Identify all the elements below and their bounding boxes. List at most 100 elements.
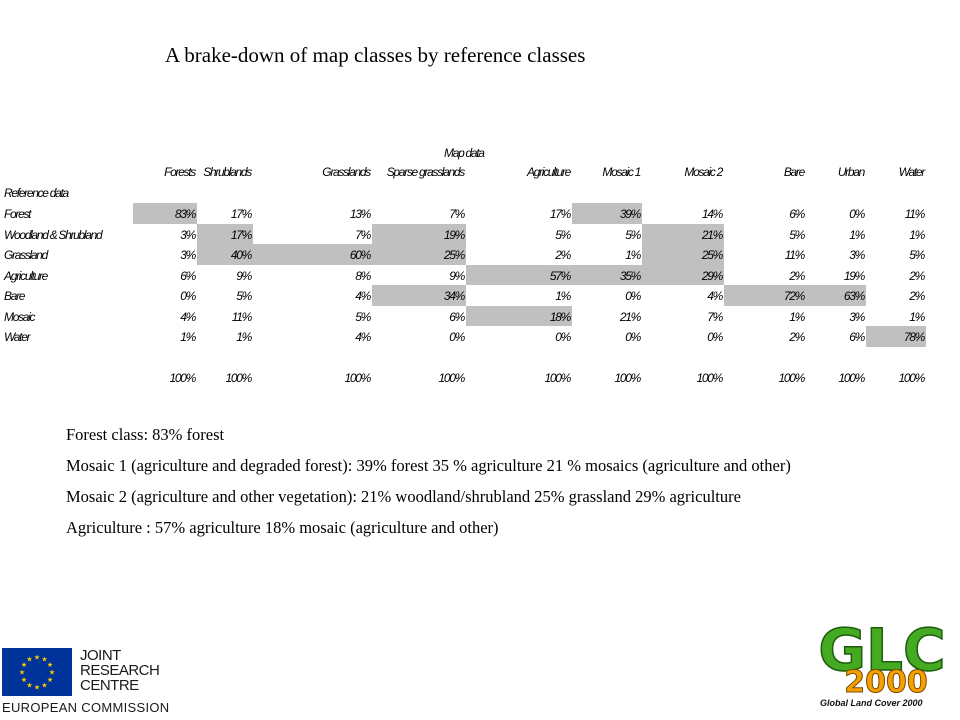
table-cell: 21% <box>701 227 723 242</box>
column-header: Grasslands <box>322 165 371 179</box>
row-label: Bare <box>4 289 25 303</box>
column-header: Bare <box>783 165 805 179</box>
star-icon: ★ <box>21 676 27 684</box>
star-icon: ★ <box>41 656 47 664</box>
column-header: Shrublands <box>203 165 252 179</box>
table-cell: 83% <box>174 207 196 221</box>
table-cell: 0% <box>707 330 723 344</box>
table-cell: 2% <box>555 248 571 262</box>
table-cell: 2% <box>909 268 925 283</box>
column-header: Sparse grasslands <box>386 165 466 179</box>
total-cell: 100% <box>225 371 253 385</box>
highlight-cell <box>372 285 466 306</box>
table-cell: 60% <box>349 248 371 262</box>
highlight-cell <box>197 244 253 265</box>
highlight-cell <box>133 203 197 224</box>
table-cell: 35% <box>619 268 641 283</box>
star-icon: ★ <box>47 676 53 684</box>
table-cell: 17% <box>549 207 571 221</box>
highlight-cell <box>642 264 724 285</box>
highlight-cell <box>197 223 253 244</box>
highlight-cell <box>806 285 866 306</box>
table-cell: 1% <box>909 227 925 242</box>
star-icon: ★ <box>34 654 40 662</box>
column-header: Forests <box>164 165 196 179</box>
table-cell: 63% <box>843 289 865 303</box>
star-icon: ★ <box>47 661 53 669</box>
note-mosaic-2: Mosaic 2 (agriculture and other vegetati… <box>66 487 741 506</box>
row-label: Forest <box>4 207 32 221</box>
table-cell: 5% <box>355 309 371 324</box>
table-cell: 5% <box>236 289 252 303</box>
table-cell: 11% <box>904 207 926 221</box>
total-cell: 100% <box>544 371 572 385</box>
glc-subtitle: Global Land Cover 2000 <box>820 698 923 708</box>
table-cell: 7% <box>449 207 465 221</box>
total-cell: 100% <box>614 371 642 385</box>
glc-year: 2000 <box>844 665 928 698</box>
total-cell: 100% <box>344 371 372 385</box>
note-agriculture: Agriculture : 57% agriculture 18% mosaic… <box>66 518 499 537</box>
total-cell: 100% <box>438 371 466 385</box>
table-cell: 6% <box>789 207 805 221</box>
table-cell: 3% <box>180 227 196 242</box>
table-cell: 2% <box>909 289 925 303</box>
table-cell: 3% <box>849 309 865 324</box>
table-cell: 2% <box>789 330 805 344</box>
map-data-label: Map data <box>444 146 485 160</box>
note-mosaic-1: Mosaic 1 (agriculture and degraded fores… <box>66 456 791 475</box>
table-cell: 39% <box>619 207 641 221</box>
row-label: Water <box>4 330 31 344</box>
total-cell: 100% <box>898 371 926 385</box>
notes: Forest class: 83% forest Mosaic 1 (agric… <box>66 423 866 547</box>
page-title: A brake-down of map classes by reference… <box>165 43 586 67</box>
table-cell: 8% <box>355 268 371 283</box>
table-cell: 19% <box>843 268 865 283</box>
highlight-cell <box>642 223 724 244</box>
highlight-cell <box>466 264 572 285</box>
total-cell: 100% <box>169 371 197 385</box>
star-icon: ★ <box>21 661 27 669</box>
table-cell: 19% <box>443 227 465 242</box>
jrc-name: JOINT RESEARCH CENTRE <box>80 647 160 694</box>
table-cell: 0% <box>625 289 641 303</box>
total-cell: 100% <box>778 371 806 385</box>
star-icon: ★ <box>34 684 40 692</box>
highlight-cell <box>724 285 806 306</box>
table-cell: 5% <box>625 227 641 242</box>
table-cell: 7% <box>707 309 723 324</box>
table-cell: 11% <box>231 309 253 324</box>
table-cell: 14% <box>701 207 723 221</box>
table-cell: 0% <box>625 330 641 344</box>
table-cell: 1% <box>789 309 805 324</box>
column-header: Mosaic 1 <box>602 165 641 179</box>
table-cell: 1% <box>909 309 925 324</box>
table-cell: 0% <box>849 207 865 221</box>
star-icon: ★ <box>41 681 47 689</box>
highlight-cell <box>253 244 372 265</box>
column-header: Agriculture <box>526 165 571 179</box>
star-icon: ★ <box>19 669 25 677</box>
table-cell: 0% <box>449 330 465 344</box>
table-cell: 0% <box>180 289 196 303</box>
table-cell: 1% <box>236 330 252 344</box>
total-cell: 100% <box>696 371 724 385</box>
row-label: Woodland & Shrubland <box>4 227 103 242</box>
row-label: Mosaic <box>4 309 36 324</box>
table-cell: 3% <box>180 248 196 262</box>
table-cell: 29% <box>701 268 723 283</box>
table-cell: 2% <box>789 268 805 283</box>
table-cell: 21% <box>619 309 641 324</box>
table-cell: 25% <box>701 248 723 262</box>
classification-table: Map data Reference data Forests Shrubland… <box>4 146 926 385</box>
highlight-cell <box>572 203 642 224</box>
column-header: Mosaic 2 <box>684 165 723 179</box>
eu-flag-icon: ★ ★ ★ ★ ★ ★ ★ ★ ★ ★ ★ ★ <box>2 648 72 696</box>
glc-letters: GLC <box>818 616 945 684</box>
table-cell: 9% <box>236 268 252 283</box>
table-cell: 5% <box>555 227 571 242</box>
table-cell: 1% <box>555 289 571 303</box>
table-cell: 5% <box>789 227 805 242</box>
highlight-cell <box>642 244 724 265</box>
column-header: Water <box>898 165 926 179</box>
